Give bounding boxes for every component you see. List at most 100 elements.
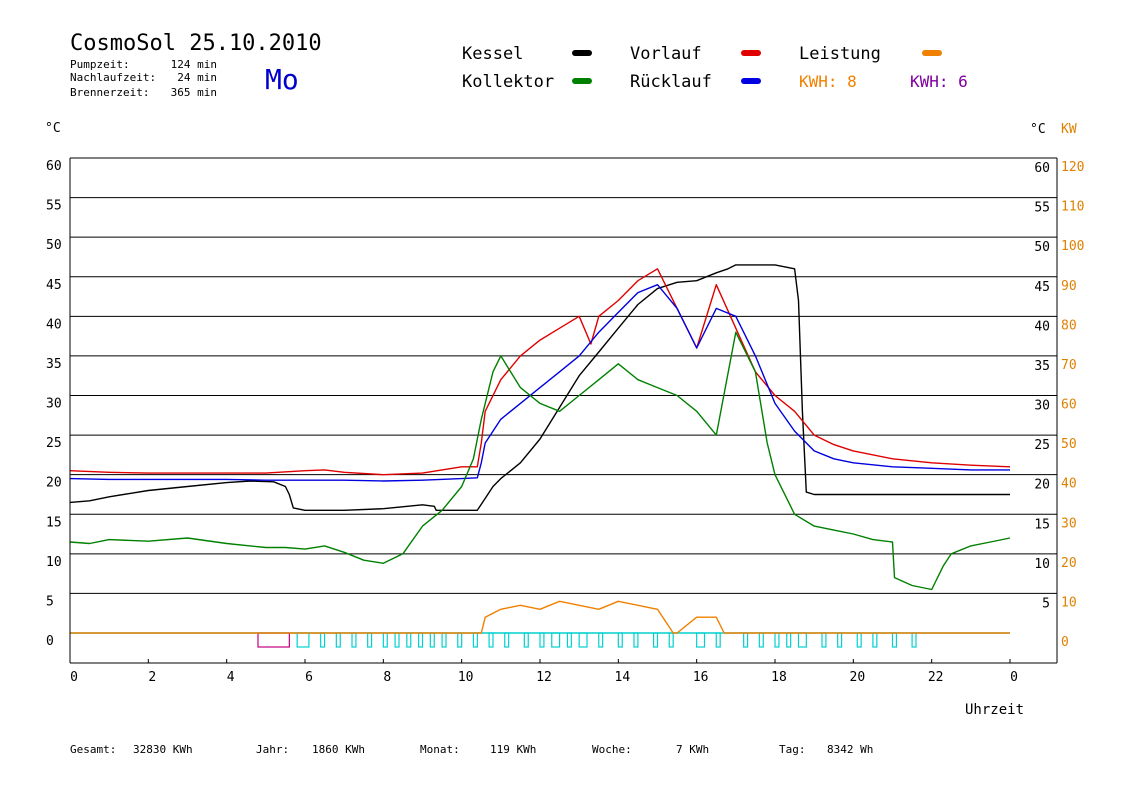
x-tick-label: 18 [771, 670, 787, 685]
y-left-tick-label: 5 [46, 594, 54, 609]
y-right-tick-label: 10 [1034, 557, 1050, 572]
pump-interval [441, 632, 447, 648]
x-tick-label: 6 [305, 670, 313, 685]
pump-interval [911, 632, 917, 648]
x-tick-label: 0 [1010, 670, 1018, 685]
y-right-tick-label: 50 [1034, 240, 1050, 255]
y-right2-tick-label: 60 [1061, 398, 1077, 413]
pump-interval [335, 632, 341, 648]
series-line-kessel [69, 264, 1010, 511]
x-tick-label: 8 [383, 670, 391, 685]
pump-interval [758, 632, 764, 648]
y-right2-tick-label: 80 [1061, 318, 1077, 333]
legend-kollektor-label: Kollektor [462, 72, 554, 92]
pump-interval [406, 632, 412, 648]
legend-kwh-purple: KWH: 6 [910, 72, 968, 91]
pump-interval [417, 632, 424, 648]
x-tick-label: 0 [70, 670, 78, 685]
x-axis-label: Uhrzeit [965, 702, 1024, 718]
y-right2-tick-label: 20 [1061, 556, 1077, 571]
pump-interval [774, 632, 780, 648]
series-line-vorlauf [69, 268, 1011, 476]
pump-interval [320, 632, 326, 648]
y-right2-tick-label: 90 [1061, 279, 1077, 294]
footer-woche-value: 7 KWh [676, 743, 709, 756]
x-tick-label: 2 [148, 670, 156, 685]
y-right-tick-label: 5 [1042, 596, 1050, 611]
y-right2-tick-label: 30 [1061, 516, 1077, 531]
stat-brenner-label: Brennerzeit: [70, 86, 149, 99]
x-tick-label: 20 [850, 670, 866, 685]
y-right-tick-label: 60 [1034, 161, 1050, 176]
legend-ruecklauf-label: Rücklauf [630, 72, 712, 92]
pump-interval [296, 632, 310, 648]
pump-interval [668, 632, 674, 648]
y-right-tick-label: 55 [1034, 201, 1050, 216]
weekday-label: Mo [265, 63, 299, 96]
y-left-tick-label: 10 [46, 555, 62, 570]
pump-interval [566, 632, 572, 648]
pump-interval [578, 632, 588, 648]
y-left-tick-label: 50 [46, 238, 62, 253]
y-left-unit: °C [45, 121, 61, 136]
pump-interval [837, 632, 843, 648]
series-line-ruecklauf [69, 284, 1010, 482]
pump-interval [652, 632, 659, 648]
pump-interval [715, 632, 721, 648]
legend-vorlauf-swatch [741, 50, 761, 56]
y-right-unit: °C [1030, 122, 1046, 137]
y-left-tick-label: 25 [46, 436, 62, 451]
pump-interval [551, 632, 561, 648]
y-left-tick-label: 35 [46, 357, 62, 372]
pump-interval [696, 632, 706, 648]
pump-interval [351, 632, 357, 648]
pump-interval [856, 632, 862, 648]
footer-jahr-label: Jahr: [256, 743, 289, 756]
stat-nachlauf-value: 24 min [177, 71, 217, 84]
pump-interval [429, 632, 435, 648]
pump-intervals [70, 632, 1010, 648]
stat-brenner-value: 365 min [171, 86, 217, 99]
pump-interval [891, 632, 898, 648]
footer-monat-value: 119 KWh [490, 743, 536, 756]
pump-interval [488, 632, 494, 648]
y-right2-tick-label: 120 [1061, 160, 1084, 175]
series-line-kollektor [69, 331, 1011, 591]
y-left-tick-label: 30 [46, 397, 62, 412]
stat-nachlauf-label: Nachlaufzeit: [70, 71, 156, 84]
legend-leistung-label: Leistung [799, 44, 881, 64]
legend-ruecklauf-swatch [741, 78, 761, 84]
y-right2-tick-label: 50 [1061, 437, 1077, 452]
pump-interval [872, 632, 878, 648]
pump-interval [539, 632, 545, 648]
pump-interval [457, 632, 463, 648]
legend-kollektor-swatch [572, 78, 592, 84]
pump-interval [786, 632, 792, 648]
y-left-tick-label: 55 [46, 199, 62, 214]
y-right2-tick-label: 10 [1061, 595, 1077, 610]
legend-kessel-label: Kessel [462, 44, 523, 64]
legend-vorlauf-label: Vorlauf [630, 44, 702, 64]
legend-kessel-swatch [572, 50, 592, 56]
series-line-leistung [70, 600, 1010, 634]
footer-tag-label: Tag: [779, 743, 806, 756]
x-tick-label: 16 [693, 670, 709, 685]
y-left-tick-label: 20 [46, 476, 62, 491]
footer-gesamt-value: 32830 KWh [133, 743, 193, 756]
x-tick-label: 22 [928, 670, 944, 685]
stat-pumpzeit-value: 124 min [171, 58, 217, 71]
y-right-tick-label: 20 [1034, 478, 1050, 493]
pump-interval [394, 632, 400, 648]
y-left-tick-label: 15 [46, 515, 62, 530]
footer-woche-label: Woche: [592, 743, 632, 756]
y-right2-tick-label: 0 [1061, 635, 1069, 650]
axes [69, 158, 1058, 664]
x-tick-label: 14 [615, 670, 631, 685]
pump-interval [633, 632, 639, 648]
y-right2-unit: KW [1061, 122, 1077, 137]
pump-interval [617, 632, 623, 648]
y-right2-tick-label: 100 [1061, 239, 1084, 254]
pump-interval [821, 632, 827, 648]
pump-interval [367, 632, 373, 648]
series-lines [69, 264, 1011, 634]
